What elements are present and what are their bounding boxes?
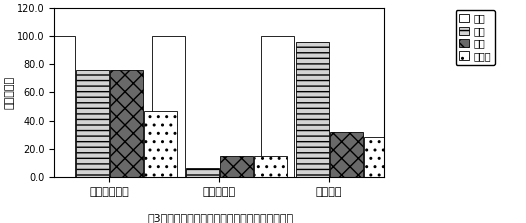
Bar: [261, 36, 295, 177]
Bar: [296, 42, 329, 177]
Y-axis label: 相対コスト: 相対コスト: [4, 76, 14, 109]
Bar: [144, 111, 177, 177]
Bar: [110, 70, 143, 177]
Bar: [42, 36, 75, 177]
Bar: [330, 132, 362, 177]
Bar: [76, 70, 109, 177]
Bar: [220, 156, 252, 177]
Text: 図3．遣伝的改良量あたりの相対的な検定コスト: 図3．遣伝的改良量あたりの相対的な検定コスト: [148, 213, 294, 223]
Bar: [186, 168, 219, 177]
Bar: [254, 156, 287, 177]
Legend: 後代, 成牛, 幼牛, 受精卵: 後代, 成牛, 幼牛, 受精卵: [456, 10, 494, 65]
Bar: [151, 36, 185, 177]
Bar: [363, 137, 397, 177]
